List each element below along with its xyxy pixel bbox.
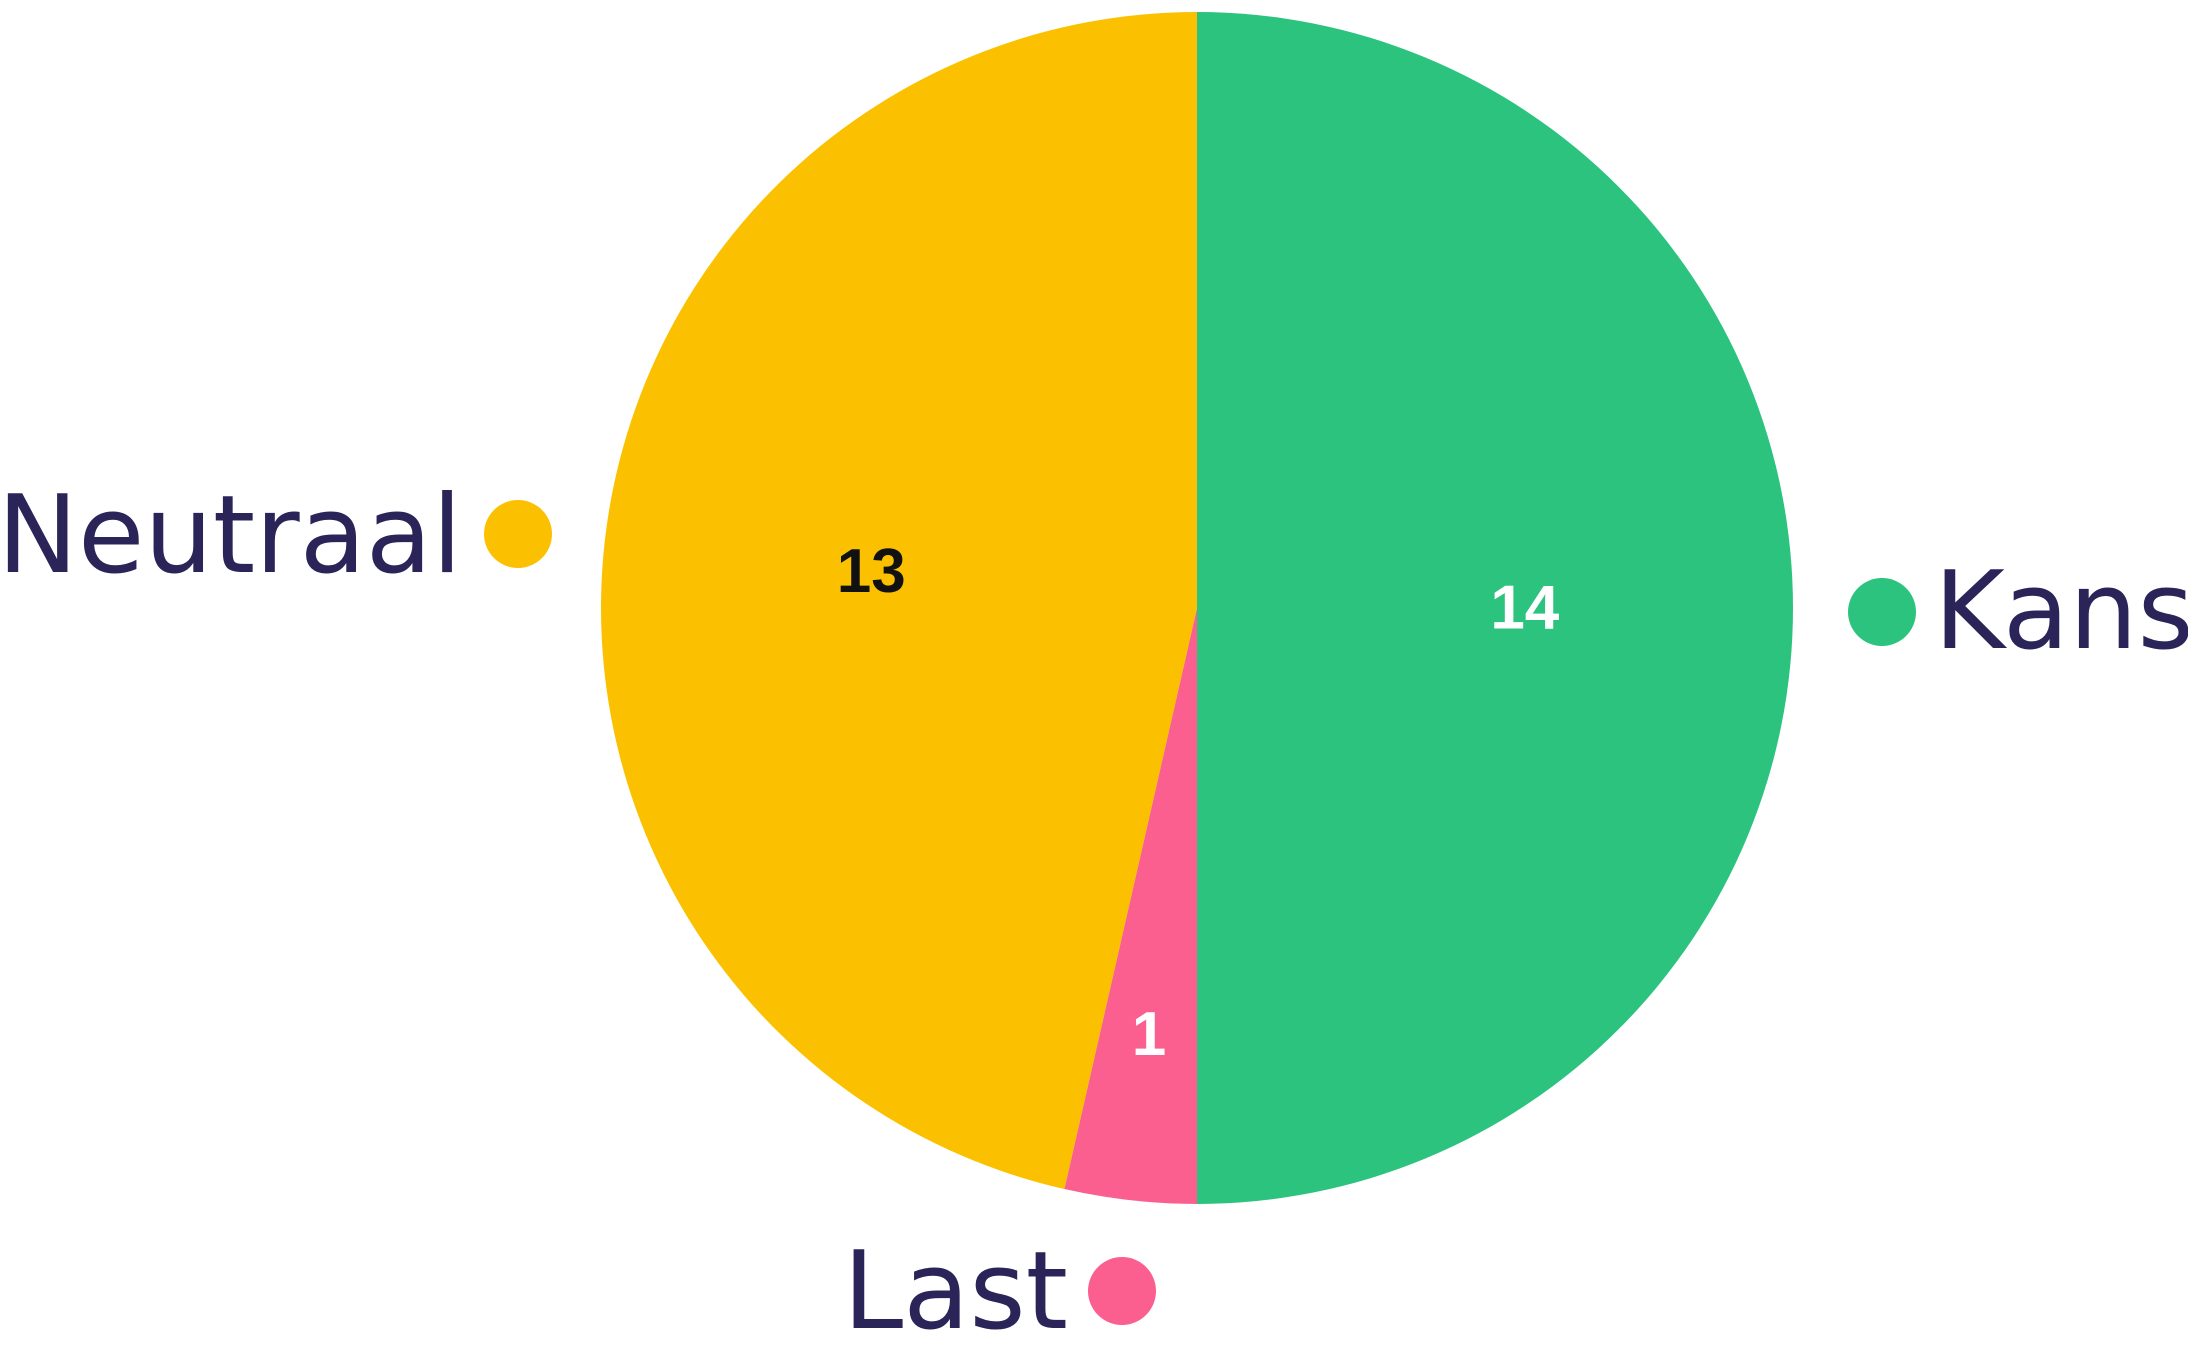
slice-value-labels: 14 1 13 <box>837 537 1560 1069</box>
legend-dot-kans <box>1848 578 1916 646</box>
legend: Kans Last Neutraal <box>0 473 2188 1346</box>
pie-slices <box>600 12 1793 1204</box>
pie-slice-neutraal <box>600 12 1197 1190</box>
legend-label-last: Last <box>843 1229 1068 1346</box>
slice-value-label-last: 1 <box>1132 1000 1166 1069</box>
legend-dot-last <box>1088 1257 1156 1325</box>
legend-label-neutraal: Neutraal <box>0 473 462 598</box>
legend-dot-neutraal <box>484 500 552 568</box>
slice-value-label-neutraal: 13 <box>837 537 906 606</box>
pie-slice-last <box>1064 608 1197 1204</box>
slice-value-label-kans: 14 <box>1490 574 1559 643</box>
legend-label-kans: Kans <box>1934 549 2188 674</box>
pie-slice-kans <box>1197 12 1793 1204</box>
